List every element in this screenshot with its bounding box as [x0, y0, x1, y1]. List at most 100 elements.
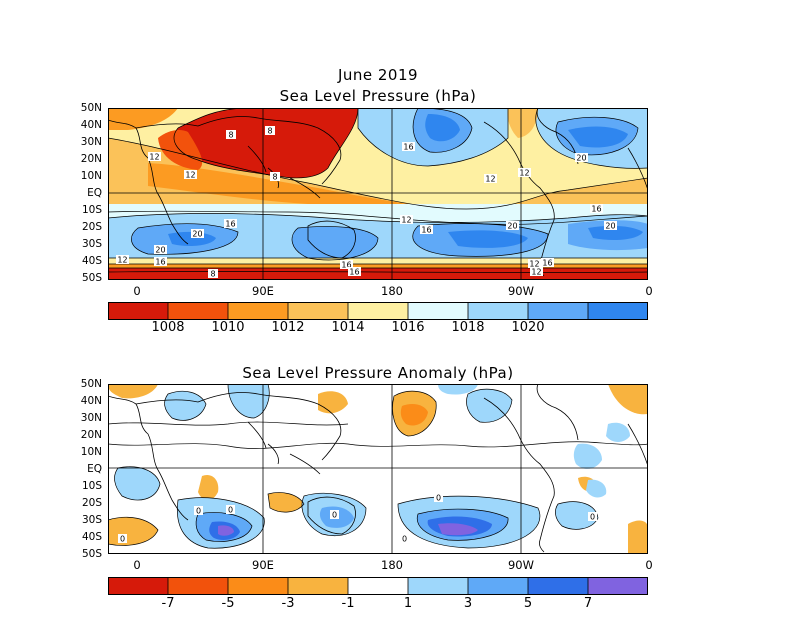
- slp-contour-label: 20: [605, 222, 615, 231]
- slp-contour-label: 12: [149, 153, 159, 162]
- slp-colorbar-label: 1014: [331, 320, 365, 335]
- anom-colorbar-label: -1: [341, 596, 355, 611]
- anom-colorbar-swatch: [108, 577, 169, 595]
- slp-lat-label: 50N: [80, 102, 102, 114]
- slp-lat-label: EQ: [87, 187, 102, 199]
- slp-contour-label: 16: [403, 143, 413, 152]
- anom-colorbar-label: 7: [583, 596, 593, 611]
- slp-contour-label: 8: [272, 173, 277, 182]
- slp-colorbar-label: 1016: [391, 320, 425, 335]
- anom-lat-label: 40S: [81, 531, 102, 543]
- slp-colorbar-swatch: [347, 302, 409, 320]
- slp-colorbar-label: 1008: [151, 320, 185, 335]
- slp-contour-label: 8: [210, 270, 215, 279]
- anom-lon-label: 90E: [252, 558, 274, 572]
- anom-colorbar-swatch: [587, 577, 648, 595]
- anom-lat-label: 20N: [80, 429, 102, 441]
- slp-contour-label: 16: [542, 259, 552, 268]
- slp-contour-label: 12: [531, 268, 541, 277]
- slp-contour-label: 16: [155, 258, 165, 267]
- slp-contour-label: 8: [267, 127, 272, 136]
- anom-colorbar-label: -5: [221, 596, 235, 611]
- slp-contour-label: 8: [228, 131, 233, 140]
- anom-contour-label: 0: [590, 513, 595, 522]
- slp-lon-label: 90E: [252, 284, 274, 298]
- slp-contour-label: 20: [192, 230, 202, 239]
- slp-lat-label: 50S: [81, 272, 102, 284]
- anom-lat-label: 30N: [80, 412, 102, 424]
- anom-lat-label: 10S: [81, 480, 102, 492]
- slp-colorbar-swatch: [467, 302, 529, 320]
- anom-colorbar-swatch: [227, 577, 289, 595]
- slp-lat-label: 20N: [80, 153, 102, 165]
- slp-contour-label: 12: [401, 216, 411, 225]
- slp-contour-label: 20: [507, 222, 517, 231]
- anom-contour-label: 0: [228, 506, 233, 515]
- anom-colorbar-swatch: [527, 577, 589, 595]
- slp-contour-label: 16: [341, 261, 351, 270]
- slp-lat-label: 40S: [81, 255, 102, 267]
- slp-colorbar-swatch: [587, 302, 648, 320]
- anom-colorbar-label: 1: [403, 596, 413, 611]
- slp-colorbar-label: 1020: [511, 320, 545, 335]
- slp-colorbar-swatch: [227, 302, 289, 320]
- slp-contour-label: 16: [225, 220, 235, 229]
- anom-lat-label: 20S: [81, 497, 102, 509]
- anom-colorbar-label: 5: [523, 596, 533, 611]
- anom-colorbar: [108, 577, 648, 595]
- anom-lon-label: 90W: [507, 558, 534, 572]
- slp-colorbar-label: 1012: [271, 320, 305, 335]
- anom-lat-label: EQ: [87, 463, 102, 475]
- slp-colorbar-swatch: [287, 302, 349, 320]
- anom-lat-label: 10N: [80, 446, 102, 458]
- slp-contour-label: 16: [421, 226, 431, 235]
- slp-contour-label: 20: [155, 246, 165, 255]
- slp-contour-label: 12: [519, 169, 529, 178]
- slp-contour-label: 12: [117, 256, 127, 265]
- anom-contour-label: 0: [120, 535, 125, 544]
- anom-lon-label: 0: [645, 558, 653, 572]
- slp-lat-label: 30N: [80, 136, 102, 148]
- slp-lat-label: 20S: [81, 221, 102, 233]
- slp-contour-label: 16: [349, 268, 359, 277]
- slp-lat-label: 10N: [80, 170, 102, 182]
- anom-lon-label: 0: [133, 558, 141, 572]
- slp-lat-label: 10S: [81, 204, 102, 216]
- slp-lat-label: 30S: [81, 238, 102, 250]
- slp-colorbar-swatch: [407, 302, 469, 320]
- slp-lon-label: 180: [381, 284, 403, 298]
- anom-contour-label: 0: [402, 535, 407, 544]
- anom-title: Sea Level Pressure Anomaly (hPa): [242, 364, 514, 382]
- slp-title-line1: June 2019: [337, 66, 419, 84]
- anom-lat-label: 30S: [81, 514, 102, 526]
- anom-colorbar-swatch: [467, 577, 529, 595]
- slp-lon-label: 0: [133, 284, 141, 298]
- anom-lon-label: 180: [381, 558, 403, 572]
- anom-contour-label: 0: [436, 494, 441, 503]
- slp-lon-label: 0: [645, 284, 653, 298]
- slp-lat-label: 40N: [80, 119, 102, 131]
- slp-colorbar-label: 1018: [451, 320, 485, 335]
- anom-colorbar-swatch: [347, 577, 409, 595]
- anom-contour-label: 0: [332, 511, 337, 520]
- anom-colorbar-swatch: [287, 577, 349, 595]
- slp-colorbar-swatch: [108, 302, 169, 320]
- slp-colorbar-swatch: [527, 302, 589, 320]
- slp-colorbar-label: 1010: [211, 320, 245, 335]
- slp-colorbar: [108, 302, 648, 320]
- slp-contour-label: 12: [529, 260, 539, 269]
- anom-colorbar-label: -3: [281, 596, 295, 611]
- anom-contour-label: 0: [196, 507, 201, 516]
- anom-lat-label: 50S: [81, 548, 102, 560]
- anom-colorbar-swatch: [167, 577, 229, 595]
- anom-lat-label: 50N: [80, 378, 102, 390]
- anom-lat-label: 40N: [80, 395, 102, 407]
- slp-contour-label: 12: [185, 171, 195, 180]
- slp-contour-label: 12: [485, 175, 495, 184]
- anom-colorbar-label: -7: [161, 596, 175, 611]
- anom-colorbar-swatch: [407, 577, 469, 595]
- slp-contour-label: 20: [576, 154, 586, 163]
- slp-lon-label: 90W: [507, 284, 534, 298]
- slp-contour-label: 16: [591, 205, 601, 214]
- slp-map: 8 8 12 12 8 16 12 12 20 16 12 16 20 20 1…: [108, 108, 648, 280]
